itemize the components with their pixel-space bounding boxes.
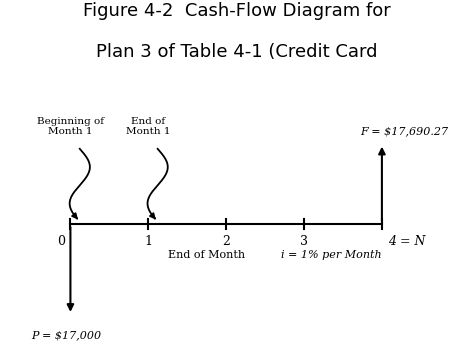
Text: 3: 3: [300, 235, 308, 248]
Text: Beginning of: Beginning of: [37, 117, 104, 126]
Text: 4 = N: 4 = N: [388, 235, 426, 248]
Text: P = $17,000: P = $17,000: [31, 330, 101, 340]
Text: End of Month: End of Month: [168, 250, 245, 261]
Text: Plan 3 of Table 4-1 (Credit Card: Plan 3 of Table 4-1 (Credit Card: [96, 43, 378, 61]
Text: F = $17,690.27: F = $17,690.27: [360, 126, 448, 136]
Text: i = 1% per Month: i = 1% per Month: [281, 250, 382, 261]
Text: Month 1: Month 1: [126, 127, 171, 136]
Text: End of: End of: [131, 117, 165, 126]
Text: Month 1: Month 1: [48, 127, 93, 136]
Text: 0: 0: [57, 235, 65, 248]
Text: 1: 1: [144, 235, 152, 248]
Text: 2: 2: [222, 235, 230, 248]
Text: Figure 4-2  Cash-Flow Diagram for: Figure 4-2 Cash-Flow Diagram for: [83, 2, 391, 20]
